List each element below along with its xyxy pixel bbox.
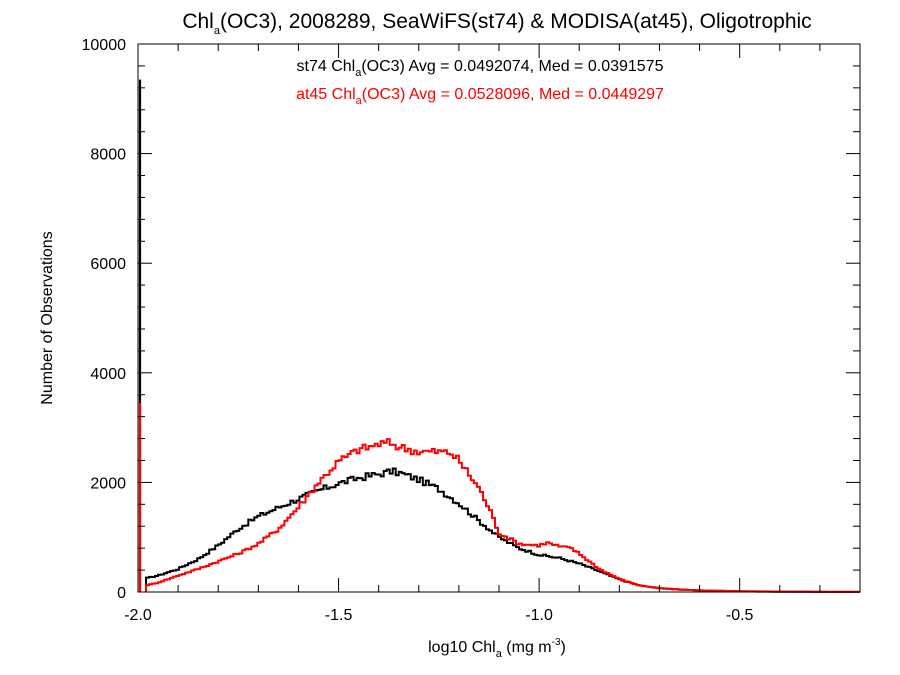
- series-0-line: [145, 467, 860, 593]
- plot-frame: [137, 43, 861, 593]
- x-tick-label: -1.0: [525, 607, 553, 624]
- annotations: st74 Chla(OC3) Avg = 0.0492074, Med = 0.…: [296, 58, 664, 107]
- x-tick-label: -0.5: [726, 607, 754, 624]
- series-layer: [138, 79, 860, 593]
- chart-title: Chla(OC3), 2008289, SeaWiFS(st74) & MODI…: [182, 10, 811, 37]
- y-tick-label: 10000: [82, 37, 127, 54]
- y-tick-label: 2000: [90, 475, 126, 492]
- x-axis-label: log10 Chla (mg m-3): [428, 637, 566, 660]
- series-1-line: [145, 438, 860, 593]
- y-tick-label: 6000: [90, 256, 126, 273]
- series-0: [138, 79, 860, 593]
- x-tick-label: -2.0: [124, 607, 152, 624]
- y-tick-label: 4000: [90, 366, 126, 383]
- tick-labels: -2.0 -1.5 -1.0 -0.5 0 2000 4000 6000 8000 10000: [82, 37, 754, 624]
- series-1: [138, 402, 860, 593]
- x-tick-label: -1.5: [325, 607, 353, 624]
- y-axis-label: Number of Observations: [39, 231, 56, 404]
- axes-layer: [137, 43, 861, 593]
- y-tick-label: 0: [117, 585, 126, 602]
- annotation-at45: at45 Chla(OC3) Avg = 0.0528096, Med = 0.…: [296, 86, 664, 107]
- y-tick-label: 8000: [90, 147, 126, 164]
- annotation-st74: st74 Chla(OC3) Avg = 0.0492074, Med = 0.…: [297, 58, 664, 79]
